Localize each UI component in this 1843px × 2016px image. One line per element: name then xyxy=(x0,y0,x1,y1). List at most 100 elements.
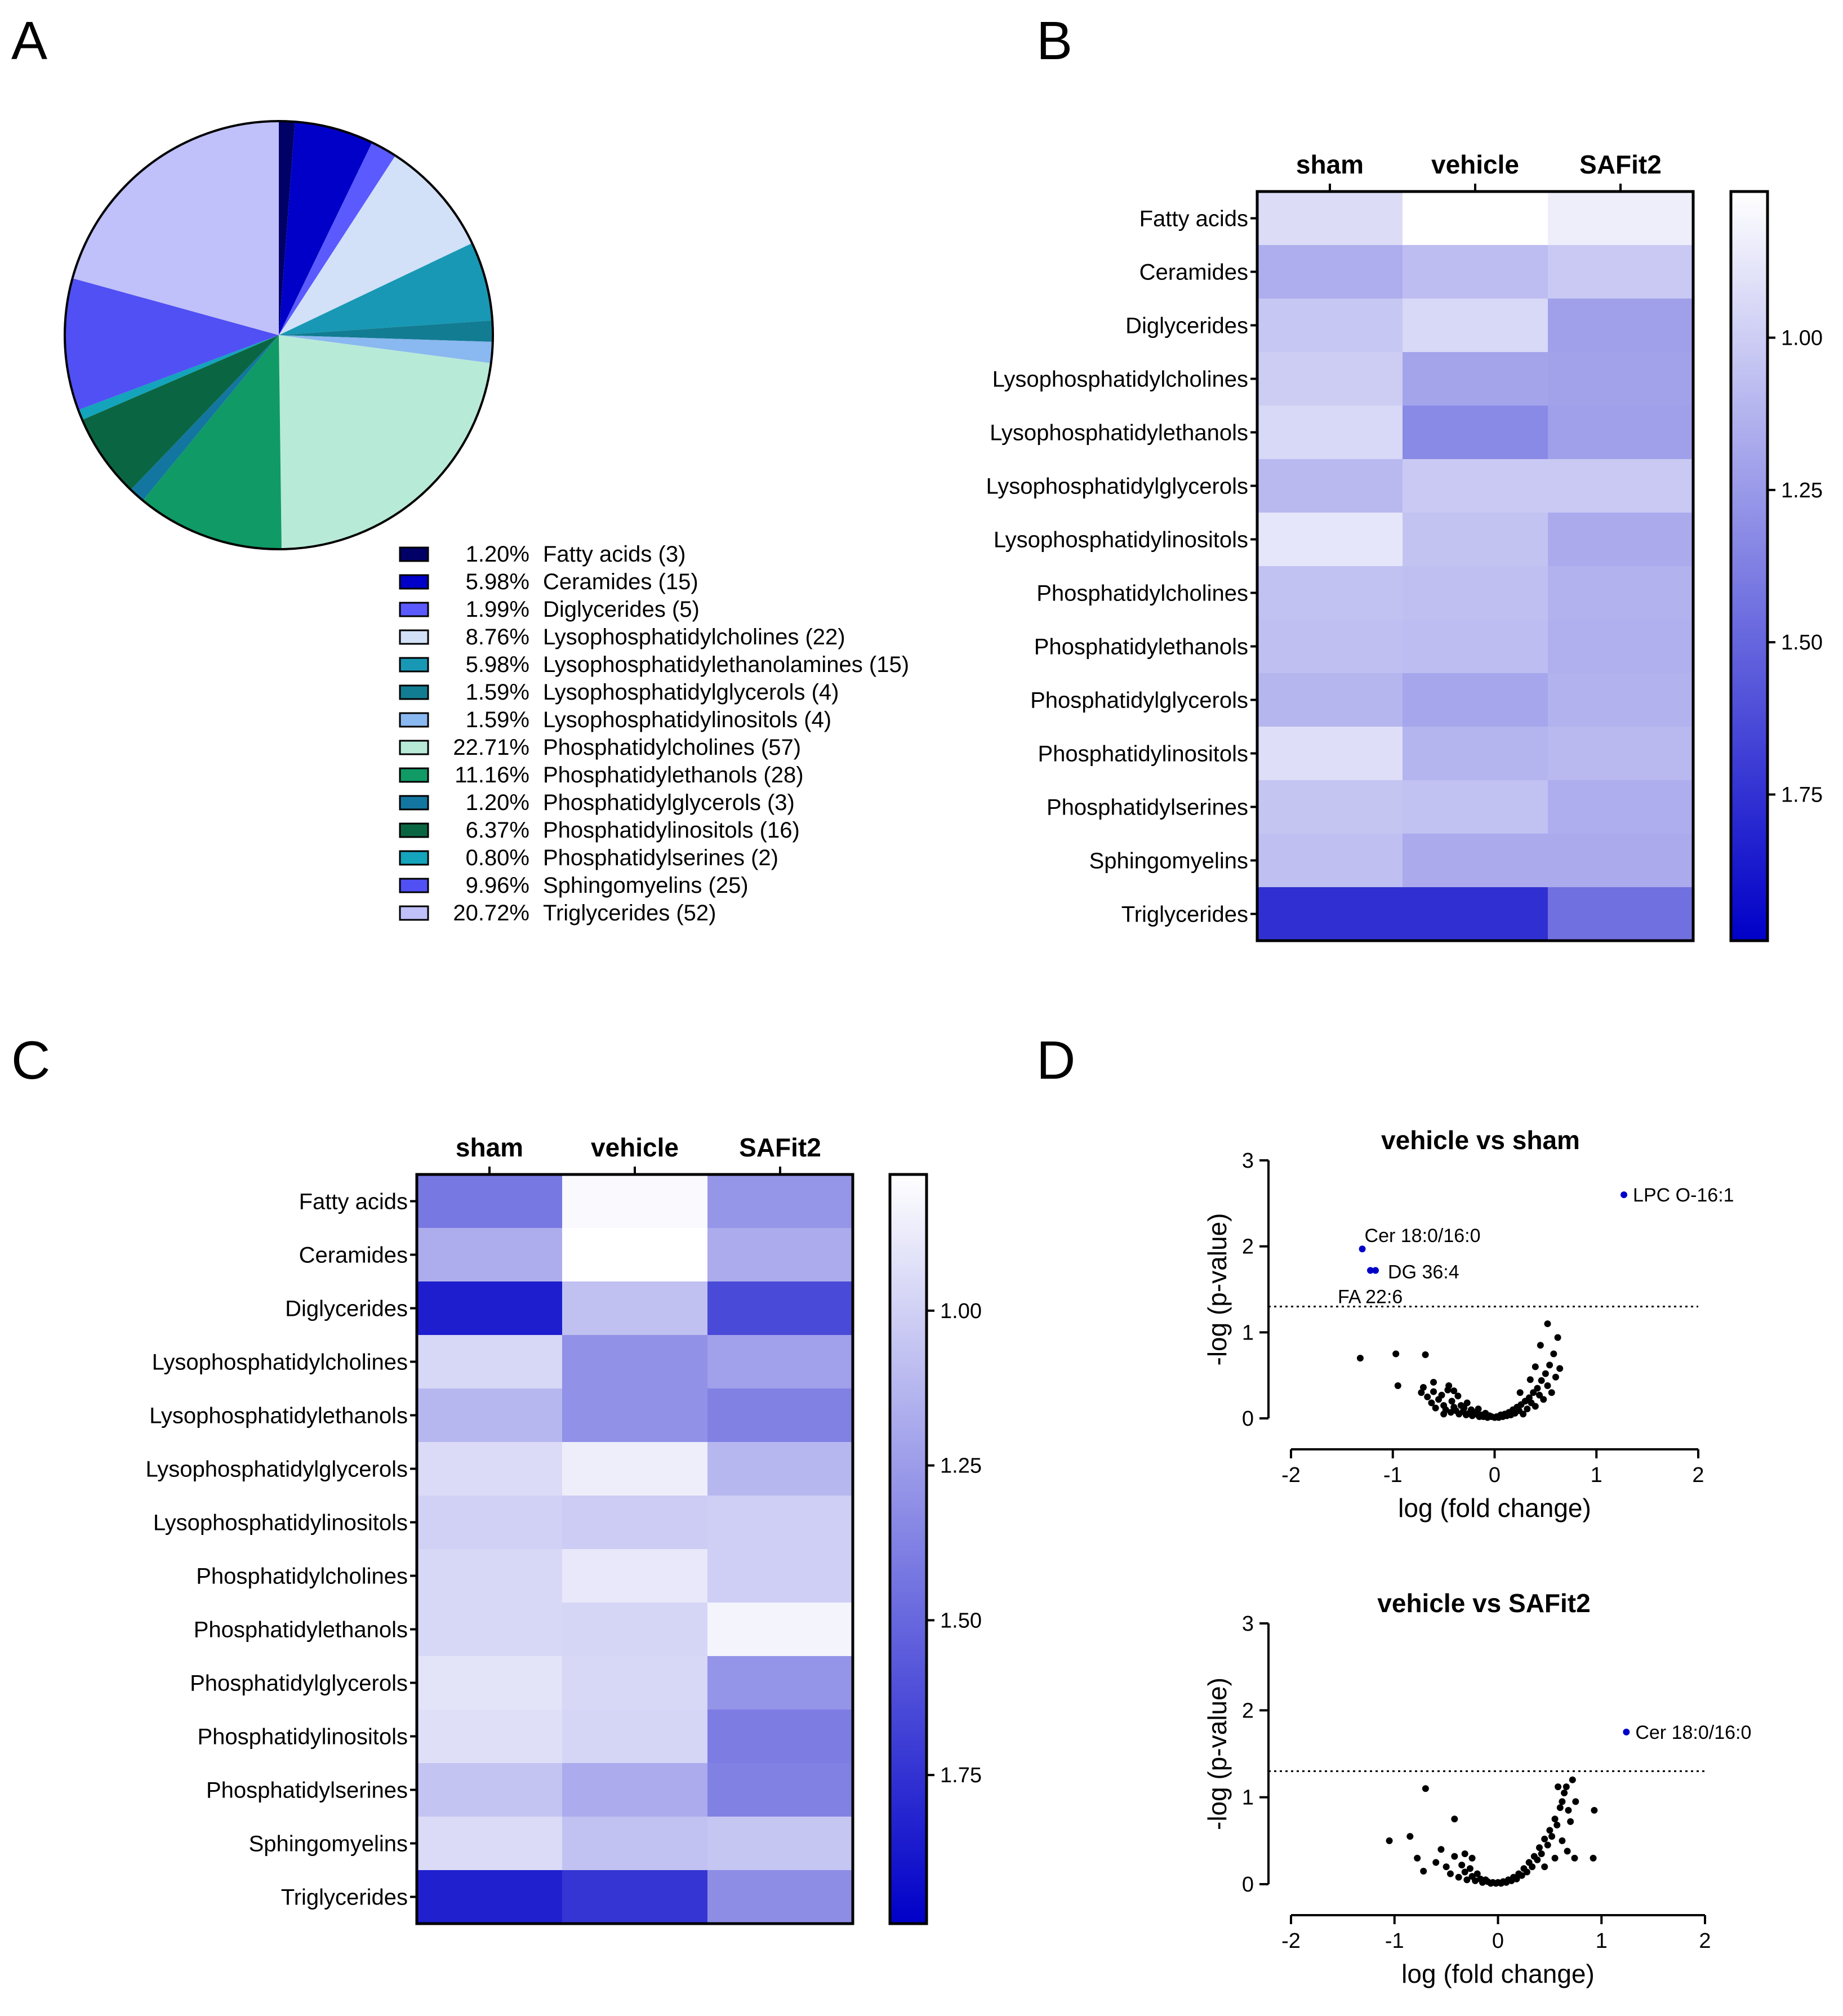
data-point xyxy=(1542,1370,1549,1377)
data-point xyxy=(1447,1409,1454,1416)
data-point xyxy=(1418,1389,1425,1396)
y-tick-label: 3 xyxy=(1242,1612,1254,1636)
heatmap-row-label: Phosphatidylglycerols xyxy=(190,1671,408,1696)
data-point xyxy=(1437,1846,1445,1853)
heatmap-row-label: Fatty acids xyxy=(1139,207,1248,232)
pie-slice xyxy=(279,335,491,549)
legend-percent: 11.16% xyxy=(455,763,529,787)
colorbar-tick-label: 1.00 xyxy=(1781,327,1823,350)
heatmap-cell xyxy=(417,1710,563,1764)
point-annotation: Cer 18:0/16:0 xyxy=(1365,1225,1481,1247)
heatmap-cell xyxy=(1403,887,1548,941)
data-point xyxy=(1544,1382,1551,1389)
legend-percent: 8.76% xyxy=(466,625,529,649)
legend-label: Phosphatidylinositols (16) xyxy=(543,818,800,843)
legend-label: Fatty acids (3) xyxy=(543,542,685,567)
x-tick-label: -2 xyxy=(1281,1463,1301,1487)
data-point xyxy=(1420,1867,1427,1875)
legend-percent: 22.71% xyxy=(453,735,529,760)
heatmap-row-label: Lysophosphatidylcholines xyxy=(152,1350,408,1375)
legend-swatch xyxy=(399,767,429,783)
heatmap-cell xyxy=(1548,566,1694,620)
legend-percent: 1.20% xyxy=(466,542,529,567)
x-tick-label: 2 xyxy=(1692,1463,1704,1487)
heatmap-cell xyxy=(1257,834,1403,888)
legend-swatch xyxy=(399,850,429,866)
heatmap-column-label: vehicle xyxy=(1431,150,1519,179)
data-point xyxy=(1552,1373,1559,1381)
legend-label: Phosphatidylserines (2) xyxy=(543,845,778,870)
colorbar-tick-label: 1.50 xyxy=(940,1609,982,1632)
data-point xyxy=(1523,1868,1530,1876)
heatmap-column-label: sham xyxy=(456,1133,523,1162)
legend-label: Ceramides (15) xyxy=(543,569,698,594)
heatmap-cell xyxy=(1403,245,1548,299)
heatmap-cell xyxy=(562,1281,708,1336)
data-point xyxy=(1440,1410,1448,1418)
heatmap-row-label: Phosphatidylcholines xyxy=(1036,581,1248,606)
legend-swatch xyxy=(399,684,429,700)
pie-slice xyxy=(279,122,372,335)
significant-point xyxy=(1366,1267,1374,1274)
legend-label: Sphingomyelins (25) xyxy=(543,873,749,898)
heatmap-cell xyxy=(1403,727,1548,781)
heatmap-column-label: vehicle xyxy=(591,1133,679,1162)
heatmap-cell xyxy=(1403,352,1548,406)
heatmap-row-label: Triglycerides xyxy=(1121,902,1248,927)
data-point xyxy=(1406,1833,1414,1840)
heatmap-cell xyxy=(1403,192,1548,246)
heatmap-cell xyxy=(707,1710,853,1764)
heatmap-cell xyxy=(1548,459,1694,513)
heatmap-cell xyxy=(1257,887,1403,941)
heatmap-cell xyxy=(562,1710,708,1764)
data-point xyxy=(1591,1806,1598,1814)
heatmap-cell xyxy=(417,1442,563,1496)
pie-slice xyxy=(279,335,493,363)
data-point xyxy=(1356,1355,1364,1362)
legend-swatch xyxy=(399,878,429,893)
point-annotation: FA 22:6 xyxy=(1338,1286,1403,1307)
data-point xyxy=(1553,1822,1561,1829)
x-tick-label: -1 xyxy=(1383,1463,1403,1487)
data-point xyxy=(1534,1385,1541,1392)
pie-chart xyxy=(64,120,494,550)
legend-percent: 1.20% xyxy=(466,790,529,815)
data-point xyxy=(1564,1848,1571,1855)
data-point xyxy=(1532,1403,1539,1410)
data-point xyxy=(1518,1872,1525,1879)
heatmap-row-label: Sphingomyelins xyxy=(1089,849,1248,874)
x-tick-label: -1 xyxy=(1385,1929,1404,1953)
heatmap-cell xyxy=(1403,673,1548,727)
significant-point xyxy=(1359,1245,1366,1253)
data-point xyxy=(1536,1844,1543,1852)
y-axis-label: -log (p-value) xyxy=(1203,1213,1232,1366)
heatmap-cell xyxy=(562,1174,708,1229)
x-tick-label: 1 xyxy=(1591,1463,1602,1487)
heatmap-cell xyxy=(707,1496,853,1550)
heatmap-cell xyxy=(562,1817,708,1871)
y-tick-label: 0 xyxy=(1242,1873,1254,1897)
pie-slice xyxy=(279,121,295,335)
data-point xyxy=(1451,1853,1458,1860)
data-point xyxy=(1548,1833,1556,1840)
data-point xyxy=(1463,1399,1471,1407)
legend-label: Lysophosphatidylglycerols (4) xyxy=(543,680,839,705)
data-point xyxy=(1446,1870,1454,1877)
colorbar-tick-label: 1.75 xyxy=(1781,783,1823,807)
heatmap-cell xyxy=(707,1388,853,1443)
volcano-vehicle-vs-safit2: vehicle vs SAFit2 0 1 2 3 -2 -1 0 1 2 log (fold ch… xyxy=(1203,1588,1751,1988)
heatmap-cell xyxy=(417,1174,563,1229)
data-point xyxy=(1448,1398,1455,1405)
legend-label: Lysophosphatidylcholines (22) xyxy=(543,625,845,649)
heatmap-cell xyxy=(707,1442,853,1496)
heatmap-row-label: Lysophosphatidylcholines xyxy=(992,367,1248,392)
pie-slice xyxy=(82,335,279,490)
colorbar xyxy=(888,1173,928,1925)
heatmap-c: sham vehicle SAFit2 Fatty acids Ceramides Dig… xyxy=(146,1133,982,1925)
legend-swatch xyxy=(399,822,429,838)
heatmap-cell xyxy=(562,1549,708,1603)
heatmap-cell xyxy=(707,1656,853,1710)
legend-label: Phosphatidylethanols (28) xyxy=(543,763,804,787)
legend-percent: 5.98% xyxy=(466,652,529,677)
x-tick-label: 0 xyxy=(1489,1463,1501,1487)
